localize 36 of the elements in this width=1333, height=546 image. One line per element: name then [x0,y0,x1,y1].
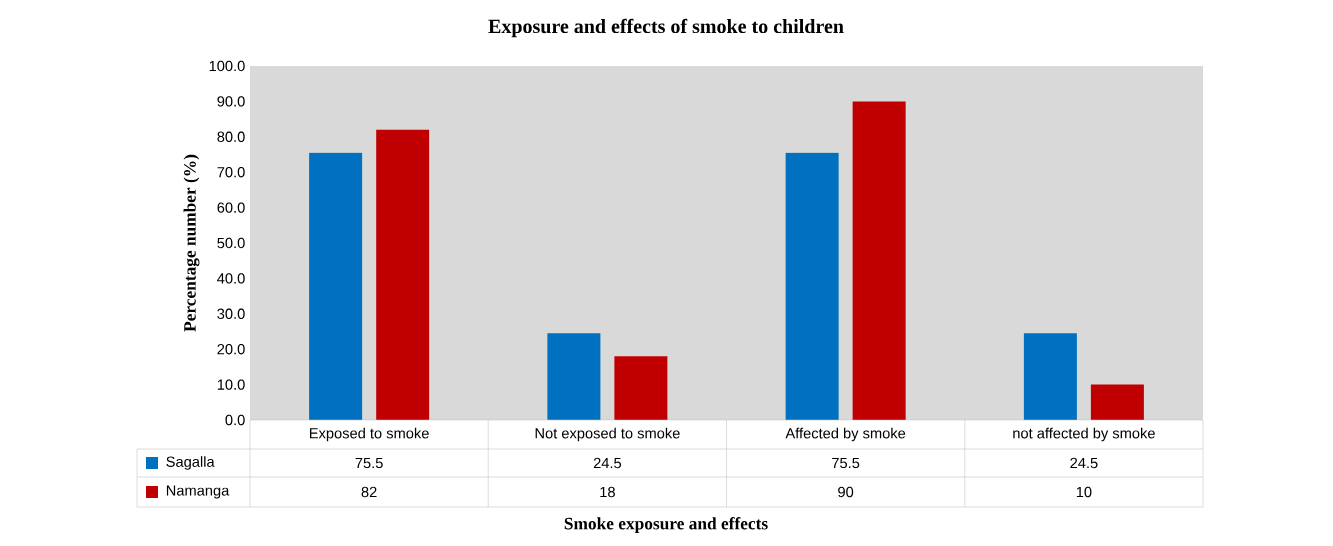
bar [852,101,906,420]
bar [547,333,601,420]
data-label: 18 [600,486,615,498]
bar [1090,384,1144,420]
data-label: 10 [1076,486,1092,498]
x-axis-title: Smoke exposure and effects [564,517,768,533]
bar [376,129,430,420]
x-tick-label: Exposed to smoke [309,427,429,442]
x-tick-label: not affected by smoke [1013,427,1155,442]
y-tick-label: 80.0 [217,131,245,142]
y-tick-label: 30.0 [217,308,245,319]
data-label: 75.5 [355,457,383,469]
chart-title: Exposure and effects of smoke to children [488,18,844,38]
x-tick-label: Affected by smoke [785,427,906,442]
data-label: 75.5 [832,457,860,469]
data-label: 90 [838,486,854,498]
y-tick-label: 50.0 [217,237,245,249]
y-tick-label: 40.0 [217,273,245,284]
y-axis-title: Percentage number (%) [183,154,200,332]
y-tick-label: 0.0 [225,414,245,426]
legend-label: Namanga [166,485,230,499]
data-label: 82 [361,486,377,498]
y-tick-label: 100.0 [209,60,245,72]
bar [614,356,668,420]
y-tick-label: 70.0 [217,167,245,178]
bar [785,152,839,420]
x-tick-label: Not exposed to smoke [535,427,680,442]
legend-label: Sagalla [166,456,215,470]
bar [309,152,363,420]
data-label: 24.5 [1070,457,1098,469]
y-tick-label: 90.0 [217,96,245,107]
data-label: 24.5 [593,457,622,469]
bar [1023,333,1077,420]
y-tick-label: 10.0 [217,379,245,390]
y-tick-label: 60.0 [217,202,245,213]
y-tick-label: 20.0 [217,344,245,355]
